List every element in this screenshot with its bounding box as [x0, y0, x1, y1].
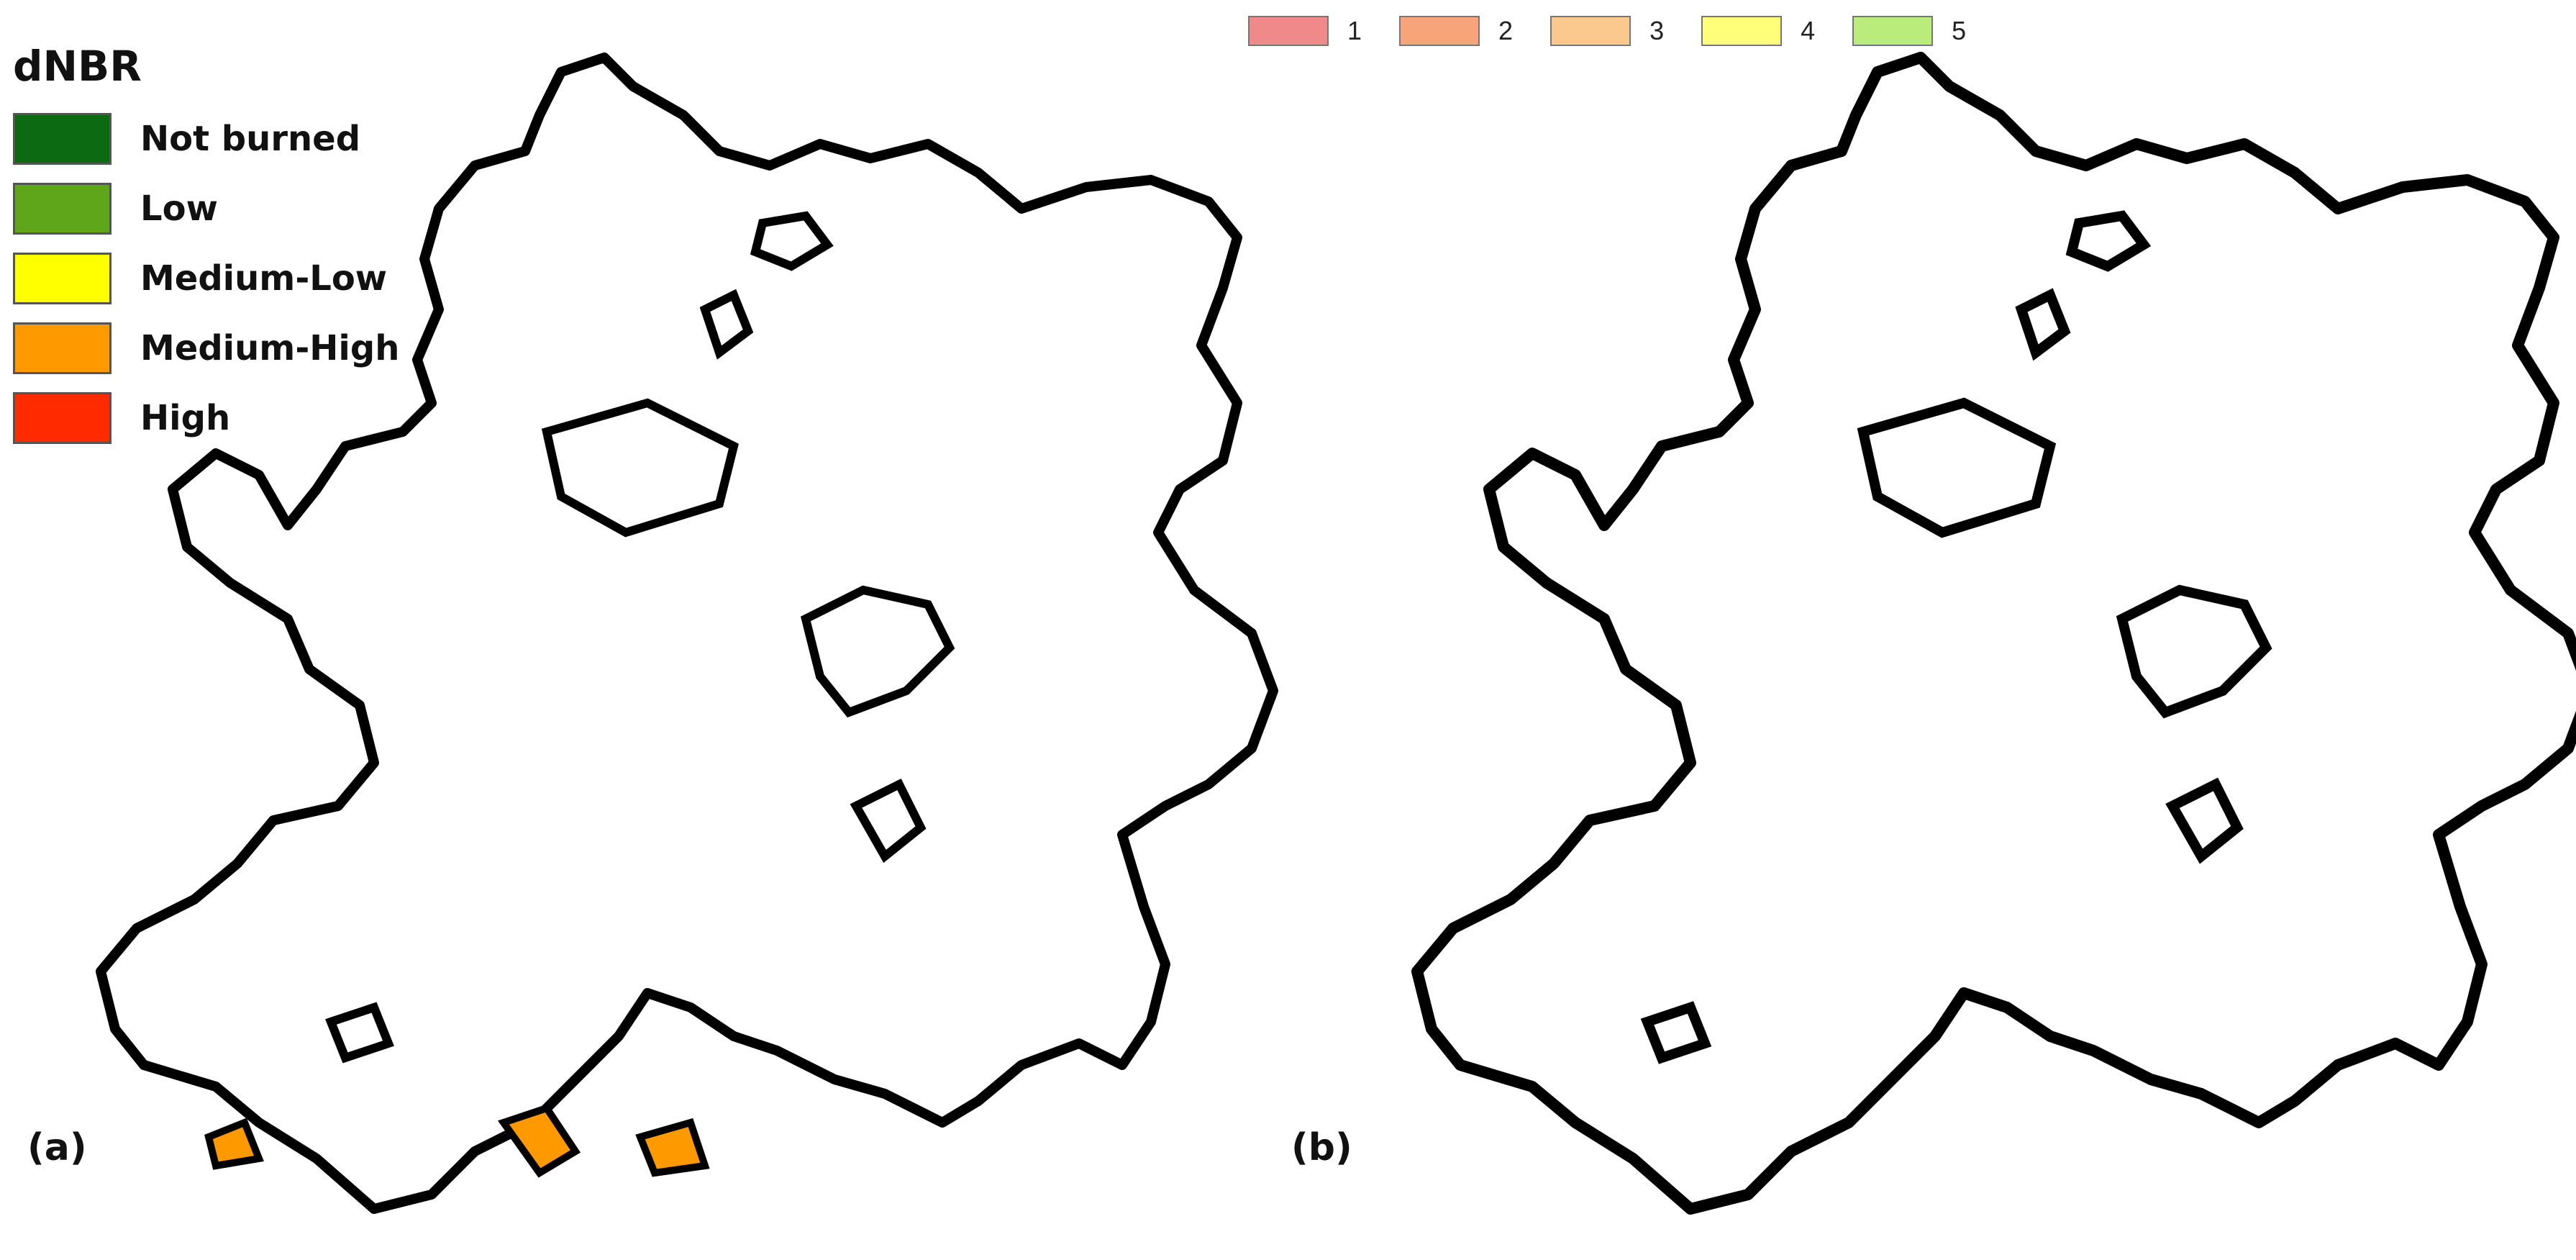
legend-b-item-2: 2: [1399, 16, 1513, 46]
legend-label: High: [140, 398, 231, 438]
panel-a-unburned-islands: [325, 211, 955, 1064]
legend-label: 5: [1952, 16, 1967, 45]
panel-a-label: (a): [27, 1126, 87, 1169]
legend-swatch: [13, 183, 111, 235]
panel-b-unburned-islands: [1640, 210, 2272, 1064]
legend-swatch: [13, 392, 111, 444]
legend-item-not-burned: Not burned: [13, 112, 399, 166]
legend-label: 2: [1498, 16, 1514, 45]
legend-swatch: [13, 113, 111, 165]
legend-swatch: [1701, 16, 1783, 46]
legend-title: dNBR: [13, 42, 142, 91]
legend-b-item-1: 1: [1248, 16, 1362, 46]
panel-b-map: [1403, 43, 2576, 1252]
legend-label: 3: [1649, 16, 1665, 45]
panel-b-class-raster: [1417, 58, 2568, 1209]
legend-item-medium-high: Medium-High: [13, 322, 399, 375]
panel-b-legend: 1 2 3 4 5: [1248, 16, 2003, 46]
panel-a-legend: dNBR Not burned Low Medium-Low Medium-Hi…: [13, 42, 399, 461]
legend-swatch: [1399, 16, 1480, 46]
legend-swatch: [13, 322, 111, 374]
panel-b-label: (b): [1291, 1126, 1352, 1169]
legend-b-item-5: 5: [1852, 16, 1966, 46]
legend-label: 1: [1347, 16, 1362, 45]
legend-label: 4: [1801, 16, 1816, 45]
legend-label: Medium-Low: [140, 258, 388, 299]
legend-swatch: [13, 253, 111, 304]
legend-item-low: Low: [13, 182, 399, 235]
legend-swatch: [1852, 16, 1934, 46]
panel-a-outlier-patches: [204, 1104, 710, 1178]
legend-swatch: [1248, 16, 1329, 46]
legend-b-item-3: 3: [1550, 16, 1664, 46]
legend-label: Not burned: [140, 119, 361, 159]
legend-item-medium-low: Medium-Low: [13, 252, 399, 305]
legend-label: Medium-High: [140, 328, 400, 368]
panel-b-fire-perimeter: [1417, 58, 2576, 1209]
legend-label: Low: [140, 189, 218, 229]
legend-b-item-4: 4: [1701, 16, 1815, 46]
legend-swatch: [1550, 16, 1631, 46]
legend-item-high: High: [13, 391, 399, 445]
